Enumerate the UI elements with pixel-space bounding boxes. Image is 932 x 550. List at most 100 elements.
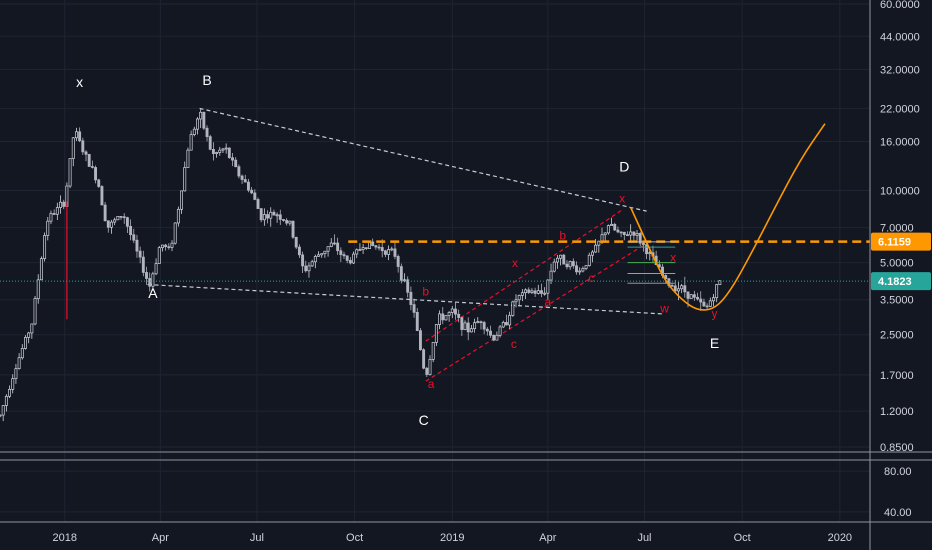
candle-body [629,231,633,236]
candle-body [422,349,426,369]
candle-body [511,301,515,316]
candle-body [307,265,311,272]
wave-label-minor: b [559,228,566,242]
candle-body [387,249,391,255]
projection-curve [629,123,826,311]
candle-body [81,140,85,153]
candle-body [626,234,629,237]
candle-body [705,305,709,308]
candle-body [619,231,623,234]
x-tick-label: Jul [637,532,651,544]
candle-body [606,225,610,234]
candle-body [313,255,317,263]
candle-body [20,348,24,359]
candle-body [355,249,359,255]
candle-body [106,220,110,228]
candle-body [259,208,263,221]
candle-body [383,250,387,255]
candle-body [78,131,82,142]
candle-body [196,118,199,130]
candle-body [211,149,215,154]
candle-body [648,252,652,255]
candle-body [699,298,703,303]
candle-body [234,159,238,168]
candle-body [113,219,117,223]
candle-body [489,330,492,336]
candle-body [176,208,180,224]
candle-body [256,199,260,209]
candle-body [431,342,435,360]
candle-body [167,246,171,249]
candle-body [594,244,598,253]
candle-body [84,151,88,155]
candle-body [686,291,690,299]
candle-body [154,263,158,275]
candle-body [559,254,563,259]
candle-body [55,207,59,215]
candle-body [119,216,123,218]
candle-body [24,337,27,349]
candle-body [479,321,483,323]
candle-body [492,334,496,341]
candle-body [364,247,368,249]
y-tick-label: 60.0000 [880,0,920,11]
y-tick-label: 5.0000 [880,258,914,270]
candle-body [74,131,78,139]
wave-label-major: C [419,412,429,428]
candle-body [616,229,620,233]
candle-body [377,246,381,249]
trendline-lower-wedge [147,283,665,315]
candle-body [110,221,113,228]
candle-body [457,313,461,318]
candle-body [415,312,419,331]
last-price-tag: 4.1823 [878,276,912,288]
candle-body [332,242,336,245]
candle-body [546,279,550,294]
candle-body [336,242,340,252]
candle-body [116,216,120,221]
candle-body [183,167,187,192]
candle-body [342,254,346,257]
candle-body [132,234,136,241]
candlesticks [0,108,722,422]
candle-body [59,201,62,208]
candle-body [361,247,365,250]
x-tick-label: Oct [346,532,363,544]
candle-body [180,190,184,210]
wave-label-major: x [76,74,83,90]
x-tick-label: 2019 [440,532,464,544]
candle-body [549,270,553,281]
candle-body [272,211,276,216]
candle-body [122,216,126,219]
candle-body [485,328,489,332]
candle-body [358,249,362,251]
candle-body [278,214,282,220]
candle-body [438,313,442,325]
candle-body [275,214,279,217]
candle-body [68,158,72,187]
candle-body [454,308,457,315]
wave-label-major: A [148,285,158,301]
candle-body [463,322,467,330]
candle-body [97,179,101,187]
candle-body [412,304,416,313]
last-price-tag-bg [871,272,931,291]
candle-body [329,242,333,247]
candle-body [536,290,540,294]
candle-body [71,137,75,159]
candle-body [269,211,273,219]
candle-body [224,147,228,150]
candle-body [8,389,12,397]
candle-body [504,322,508,326]
candle-body [17,357,21,370]
candle-body [702,301,706,307]
candle-body [345,255,349,261]
candle-body [11,378,15,390]
candle-body [396,256,400,267]
wave-label-minor: a [545,295,552,309]
candle-body [192,128,196,135]
wave-label-minor: x [670,251,676,265]
wave-label-major: B [202,72,211,88]
candle-body [428,359,432,375]
